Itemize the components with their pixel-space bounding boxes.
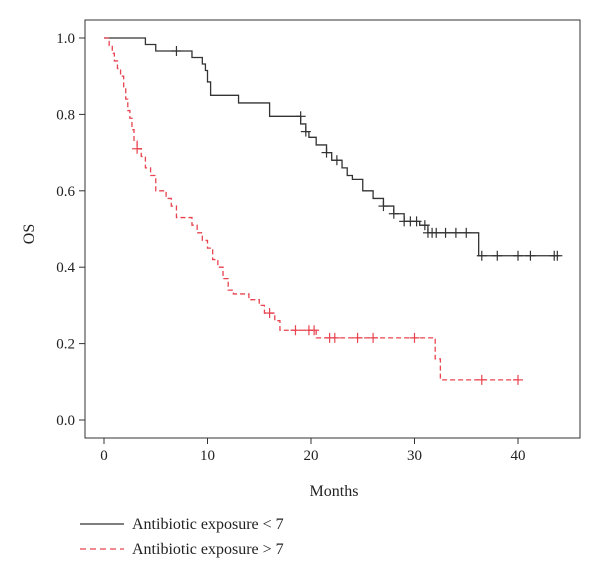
x-tick-label: 30 xyxy=(407,448,422,464)
y-axis: 0.0 0.2 0.4 0.6 0.8 1.0 xyxy=(56,31,85,429)
censor-mark xyxy=(132,143,143,154)
censor-mark xyxy=(450,227,461,238)
y-tick-label: 0.2 xyxy=(56,337,75,353)
censor-mark xyxy=(513,374,523,385)
censor-mark xyxy=(331,155,342,166)
censor-mark xyxy=(329,332,340,343)
censor-mark xyxy=(552,250,563,261)
censor-mark xyxy=(525,250,536,261)
censor-mark xyxy=(264,308,275,319)
censor-mark xyxy=(368,332,379,343)
censor-mark xyxy=(352,332,363,343)
plot-border xyxy=(84,19,581,439)
censor-mark xyxy=(476,374,487,385)
censor-mark xyxy=(419,220,430,231)
legend: Antibiotic exposure < 7 Antibiotic exposu… xyxy=(80,516,284,558)
censor-mark xyxy=(321,147,332,158)
legend-label-2: Antibiotic exposure > 7 xyxy=(132,541,284,558)
censor-mark xyxy=(171,45,182,56)
censor-mark xyxy=(461,227,472,238)
censor-mark xyxy=(411,216,422,227)
x-tick-label: 20 xyxy=(304,448,319,464)
y-axis-label: OS xyxy=(21,224,38,244)
plot-frame xyxy=(84,19,581,439)
censor-mark xyxy=(409,332,420,343)
y-tick-label: 0.6 xyxy=(56,184,75,200)
censor-mark xyxy=(476,250,487,261)
censor-mark xyxy=(513,250,523,261)
censor-mark xyxy=(388,208,399,219)
y-tick-label: 1.0 xyxy=(56,31,75,47)
censor-mark xyxy=(440,227,451,238)
censor-mark xyxy=(492,250,503,261)
x-tick-label: 0 xyxy=(100,448,108,464)
censor-mark xyxy=(431,227,442,238)
censor-mark xyxy=(290,325,301,336)
x-axis-label: Months xyxy=(310,483,359,500)
censor-mark xyxy=(378,201,389,212)
series-group xyxy=(104,37,563,385)
series-line-2 xyxy=(104,37,518,381)
x-axis: 0 10 20 30 40 xyxy=(100,438,526,464)
censor-mark xyxy=(300,126,311,137)
x-tick-label: 10 xyxy=(200,448,215,464)
series-line-1 xyxy=(104,37,560,257)
y-tick-label: 0.4 xyxy=(56,260,75,276)
y-tick-label: 0.8 xyxy=(56,107,75,123)
legend-label-1: Antibiotic exposure < 7 xyxy=(132,516,284,533)
censor-mark xyxy=(295,111,306,122)
y-tick-label: 0.0 xyxy=(56,413,75,429)
x-tick-label: 40 xyxy=(511,448,526,464)
censor-mark xyxy=(309,325,320,336)
